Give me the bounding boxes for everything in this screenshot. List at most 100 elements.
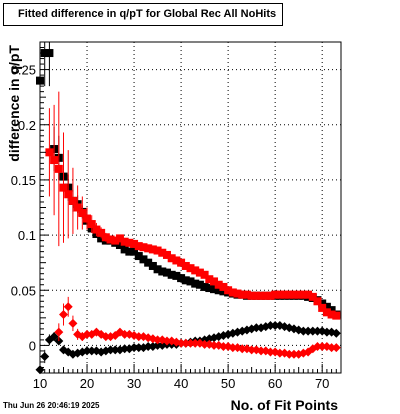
data-point — [78, 209, 87, 218]
data-point — [120, 329, 130, 339]
data-point — [59, 310, 69, 320]
data-point — [247, 345, 257, 355]
data-point — [280, 290, 289, 299]
data-point — [50, 156, 59, 165]
data-point — [139, 255, 148, 264]
data-point — [162, 250, 171, 259]
data-point — [176, 338, 186, 348]
data-point — [59, 183, 68, 192]
data-point — [304, 290, 313, 299]
data-point — [172, 271, 181, 280]
data-point — [318, 299, 327, 308]
data-point — [298, 326, 308, 336]
data-point — [210, 285, 219, 294]
data-point — [312, 326, 322, 336]
data-point — [265, 321, 275, 331]
data-point — [237, 344, 247, 354]
data-point — [45, 148, 54, 157]
data-point — [331, 343, 341, 353]
series-1 — [45, 91, 341, 320]
data-point — [219, 282, 228, 291]
data-point — [265, 347, 275, 357]
x-axis-label: No. of Fit Points — [231, 397, 339, 413]
data-point — [261, 291, 270, 300]
data-point — [87, 346, 97, 356]
data-point — [129, 343, 139, 353]
data-point — [247, 291, 256, 300]
data-point — [40, 351, 50, 361]
data-point — [97, 228, 106, 237]
data-point — [252, 291, 261, 300]
data-point — [111, 236, 120, 245]
data-point — [83, 214, 92, 223]
data-point — [134, 343, 144, 353]
x-tick-label: 10 — [33, 376, 47, 391]
data-point — [308, 326, 318, 336]
data-point — [312, 342, 322, 352]
data-point — [228, 288, 237, 297]
data-point — [167, 254, 176, 263]
y-tick-label: 0.25 — [11, 63, 36, 78]
data-point — [144, 258, 153, 267]
data-point — [205, 275, 214, 284]
data-point — [214, 286, 223, 295]
data-point — [134, 332, 144, 342]
data-point — [285, 290, 294, 299]
data-point — [327, 343, 337, 353]
data-point — [115, 241, 124, 250]
data-point — [181, 276, 190, 285]
axes: 10 20 30 40 50 60 70 0 0.05 0.1 0.15 0.2 0.25 — [11, 41, 342, 391]
data-point — [45, 49, 54, 58]
data-point — [148, 245, 157, 254]
data-point — [256, 346, 266, 356]
y-tick-label: 0.2 — [18, 118, 36, 133]
data-point — [115, 234, 124, 243]
data-point — [186, 277, 195, 286]
data-point — [242, 290, 251, 299]
data-point — [130, 247, 139, 256]
data-point — [322, 327, 332, 337]
data-point — [143, 342, 153, 352]
data-point — [332, 311, 341, 320]
y-axis-label: difference in q/pT — [6, 45, 22, 162]
data-point — [120, 344, 130, 354]
x-tick-label: 70 — [315, 376, 329, 391]
data-point — [322, 308, 331, 317]
data-point — [82, 329, 92, 339]
data-point — [186, 264, 195, 273]
data-point — [106, 235, 115, 244]
data-point — [195, 280, 204, 289]
data-point — [40, 49, 49, 58]
data-point — [270, 321, 280, 331]
data-point — [49, 332, 59, 342]
chart-title: Fitted difference in q/pT for Global Rec… — [18, 8, 277, 20]
data-point — [130, 239, 139, 248]
data-point — [251, 323, 261, 333]
data-point — [200, 339, 210, 349]
data-point — [191, 266, 200, 275]
data-point — [92, 225, 101, 234]
data-point — [68, 196, 77, 205]
data-point — [153, 335, 163, 345]
data-point — [257, 291, 266, 300]
data-point — [294, 290, 303, 299]
data-point — [73, 203, 82, 212]
data-point — [327, 306, 336, 315]
x-tick-label: 50 — [221, 376, 235, 391]
data-point — [224, 286, 233, 295]
data-point — [54, 327, 64, 337]
data-point — [327, 310, 336, 319]
data-point — [125, 247, 134, 256]
data-point — [82, 346, 92, 356]
data-point — [228, 343, 238, 353]
data-point — [275, 290, 284, 299]
data-points — [35, 42, 341, 375]
data-point — [200, 282, 209, 291]
data-point — [210, 277, 219, 286]
data-point — [153, 265, 162, 274]
data-point — [275, 348, 285, 358]
data-point — [153, 246, 162, 255]
data-point — [322, 302, 331, 311]
data-point — [101, 233, 110, 242]
data-point — [266, 291, 275, 300]
